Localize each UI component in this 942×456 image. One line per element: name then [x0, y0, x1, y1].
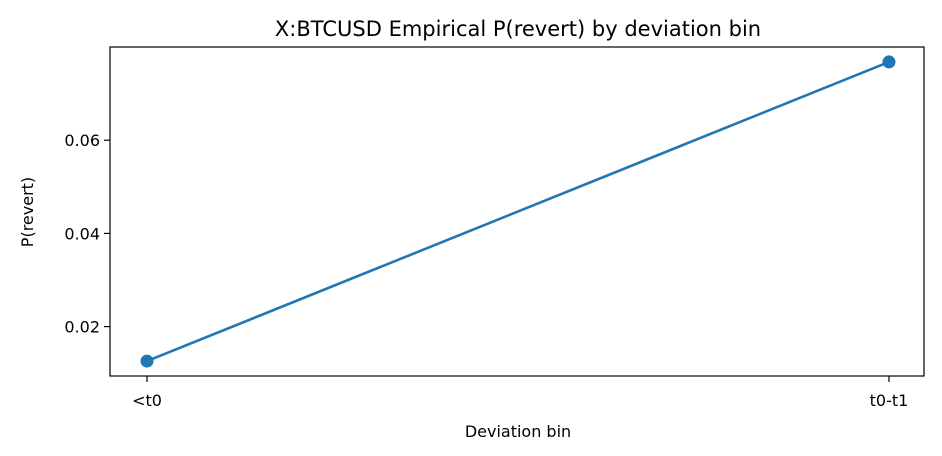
y-tick-label: 0.02: [64, 318, 100, 337]
y-axis-ticks: 0.02 0.04 0.06: [64, 131, 110, 337]
x-axis-label: Deviation bin: [465, 422, 571, 441]
series-layer: [140, 55, 896, 368]
chart-title: X:BTCUSD Empirical P(revert) by deviatio…: [275, 17, 761, 41]
plot-frame: [109, 46, 925, 377]
series-line: [145, 60, 891, 363]
x-tick-label: <t0: [132, 391, 162, 410]
x-tick-label: t0-t1: [870, 391, 909, 410]
y-axis-label: P(revert): [18, 177, 37, 247]
data-point: [882, 55, 896, 69]
x-axis-ticks: <t0 t0-t1: [132, 376, 908, 410]
plot-area: 0.02 0.04 0.06 <t0 t0-t1: [64, 46, 925, 410]
y-tick-label: 0.06: [64, 131, 100, 150]
y-tick-label: 0.04: [64, 224, 100, 243]
data-point: [140, 354, 154, 368]
